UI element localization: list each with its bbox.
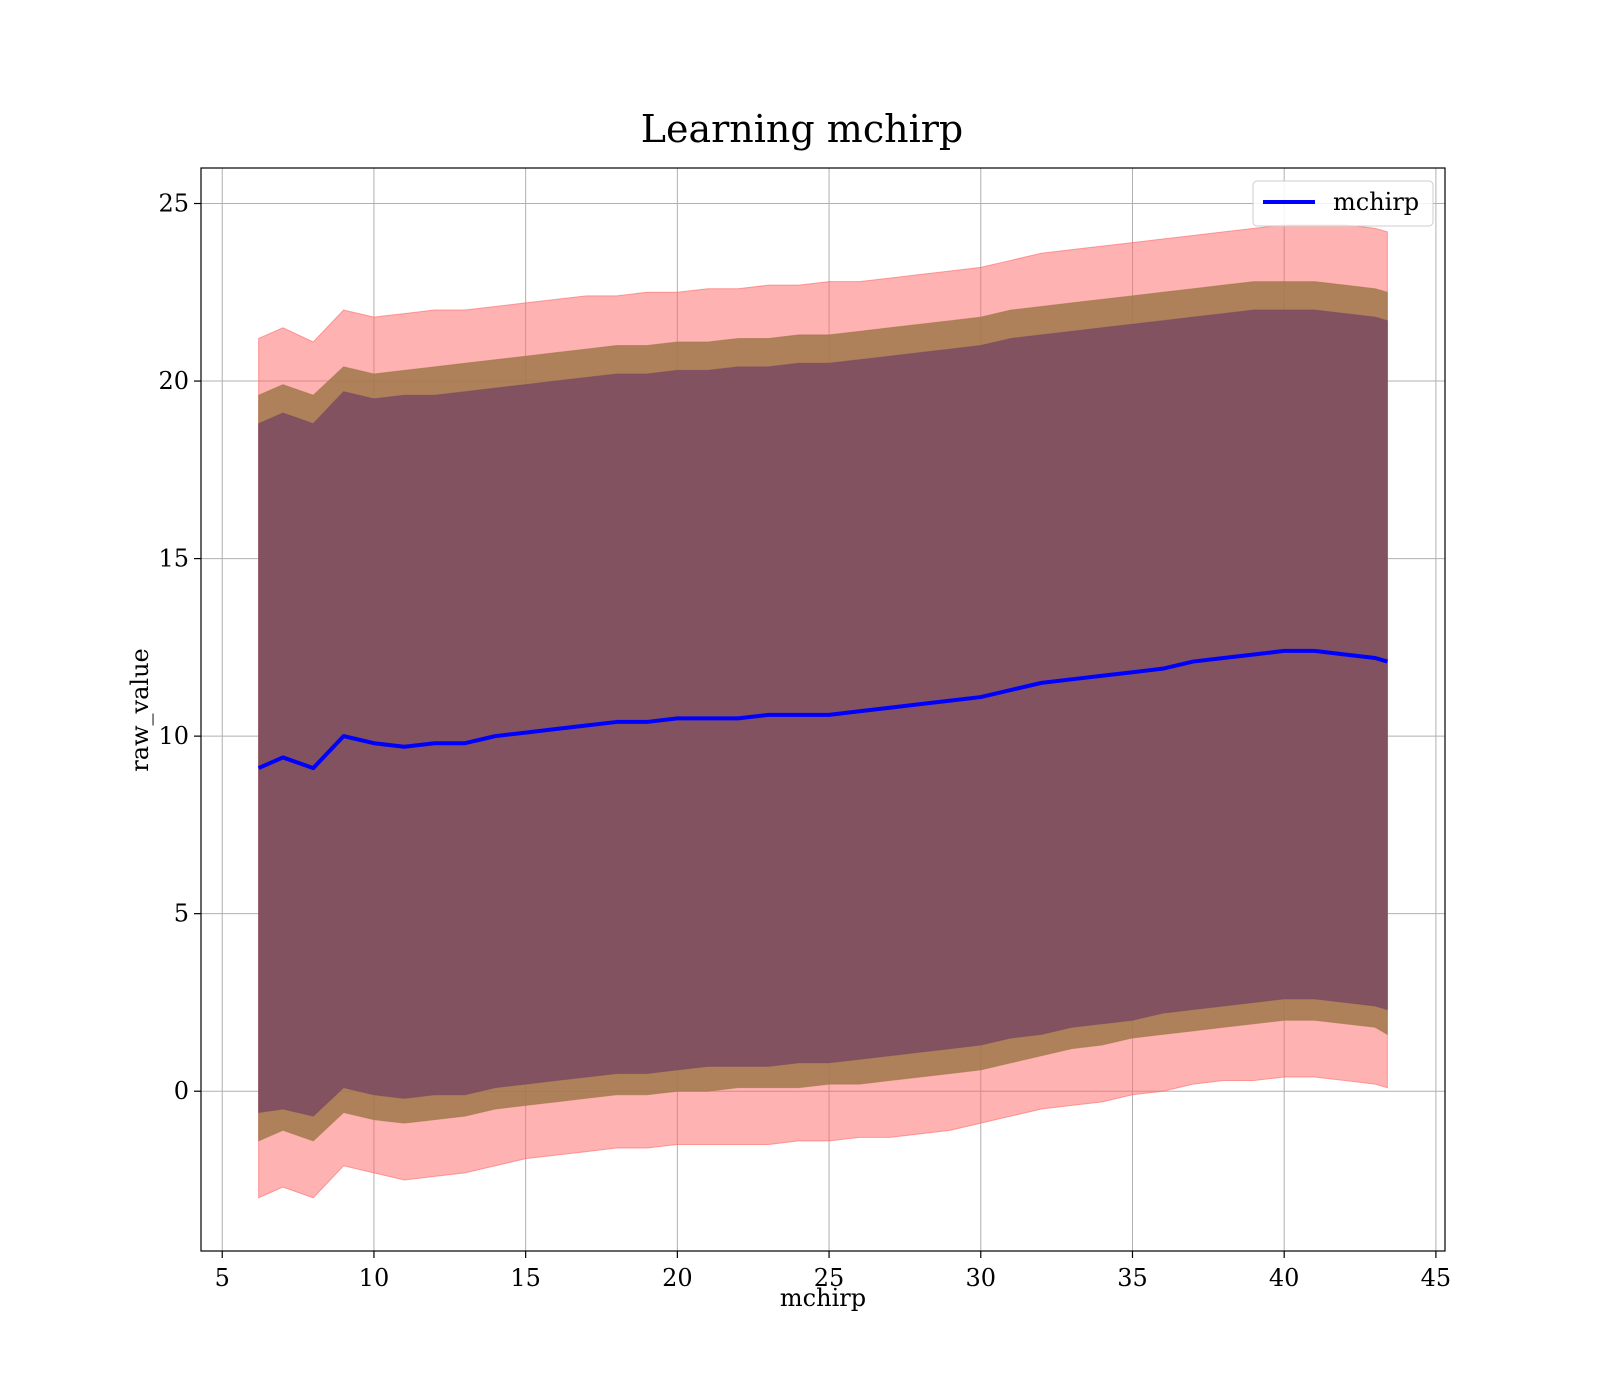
- x-tick-label-35: 35: [1117, 1264, 1148, 1292]
- legend: mchirp: [1252, 180, 1434, 227]
- x-axis-label: mchirp: [780, 1284, 866, 1312]
- x-tick-label-5: 5: [215, 1264, 230, 1292]
- y-tick-label-25: 25: [158, 190, 189, 218]
- x-tick-label-40: 40: [1269, 1264, 1300, 1292]
- series-lines: [257, 648, 1388, 771]
- x-tick-label-10: 10: [359, 1264, 390, 1292]
- y-tick-label-15: 15: [158, 545, 189, 573]
- x-tick-label-15: 15: [510, 1264, 541, 1292]
- confidence-bands: [258, 224, 1388, 1199]
- x-axis-ticks: 5 10 15 20 25 30 35 40 45: [215, 1251, 1452, 1292]
- legend-label-mchirp: mchirp: [1333, 188, 1419, 216]
- y-tick-label-20: 20: [158, 367, 189, 395]
- chart-title: Learning mchirp: [641, 107, 963, 151]
- y-tick-label-5: 5: [174, 900, 189, 928]
- y-tick-label-0: 0: [174, 1077, 189, 1105]
- legend-box: [1252, 180, 1434, 227]
- plot-frame: [200, 167, 1446, 1252]
- x-tick-label-20: 20: [662, 1264, 693, 1292]
- x-tick-label-45: 45: [1421, 1264, 1452, 1292]
- x-tick-label-30: 30: [966, 1264, 997, 1292]
- x-tick-label-25: 25: [814, 1264, 845, 1292]
- y-tick-label-10: 10: [158, 722, 189, 750]
- y-axis-label: raw_value: [126, 648, 154, 772]
- y-axis-ticks: 0 5 10 15 20 25: [158, 190, 201, 1105]
- series-line-mchirp: [257, 648, 1388, 771]
